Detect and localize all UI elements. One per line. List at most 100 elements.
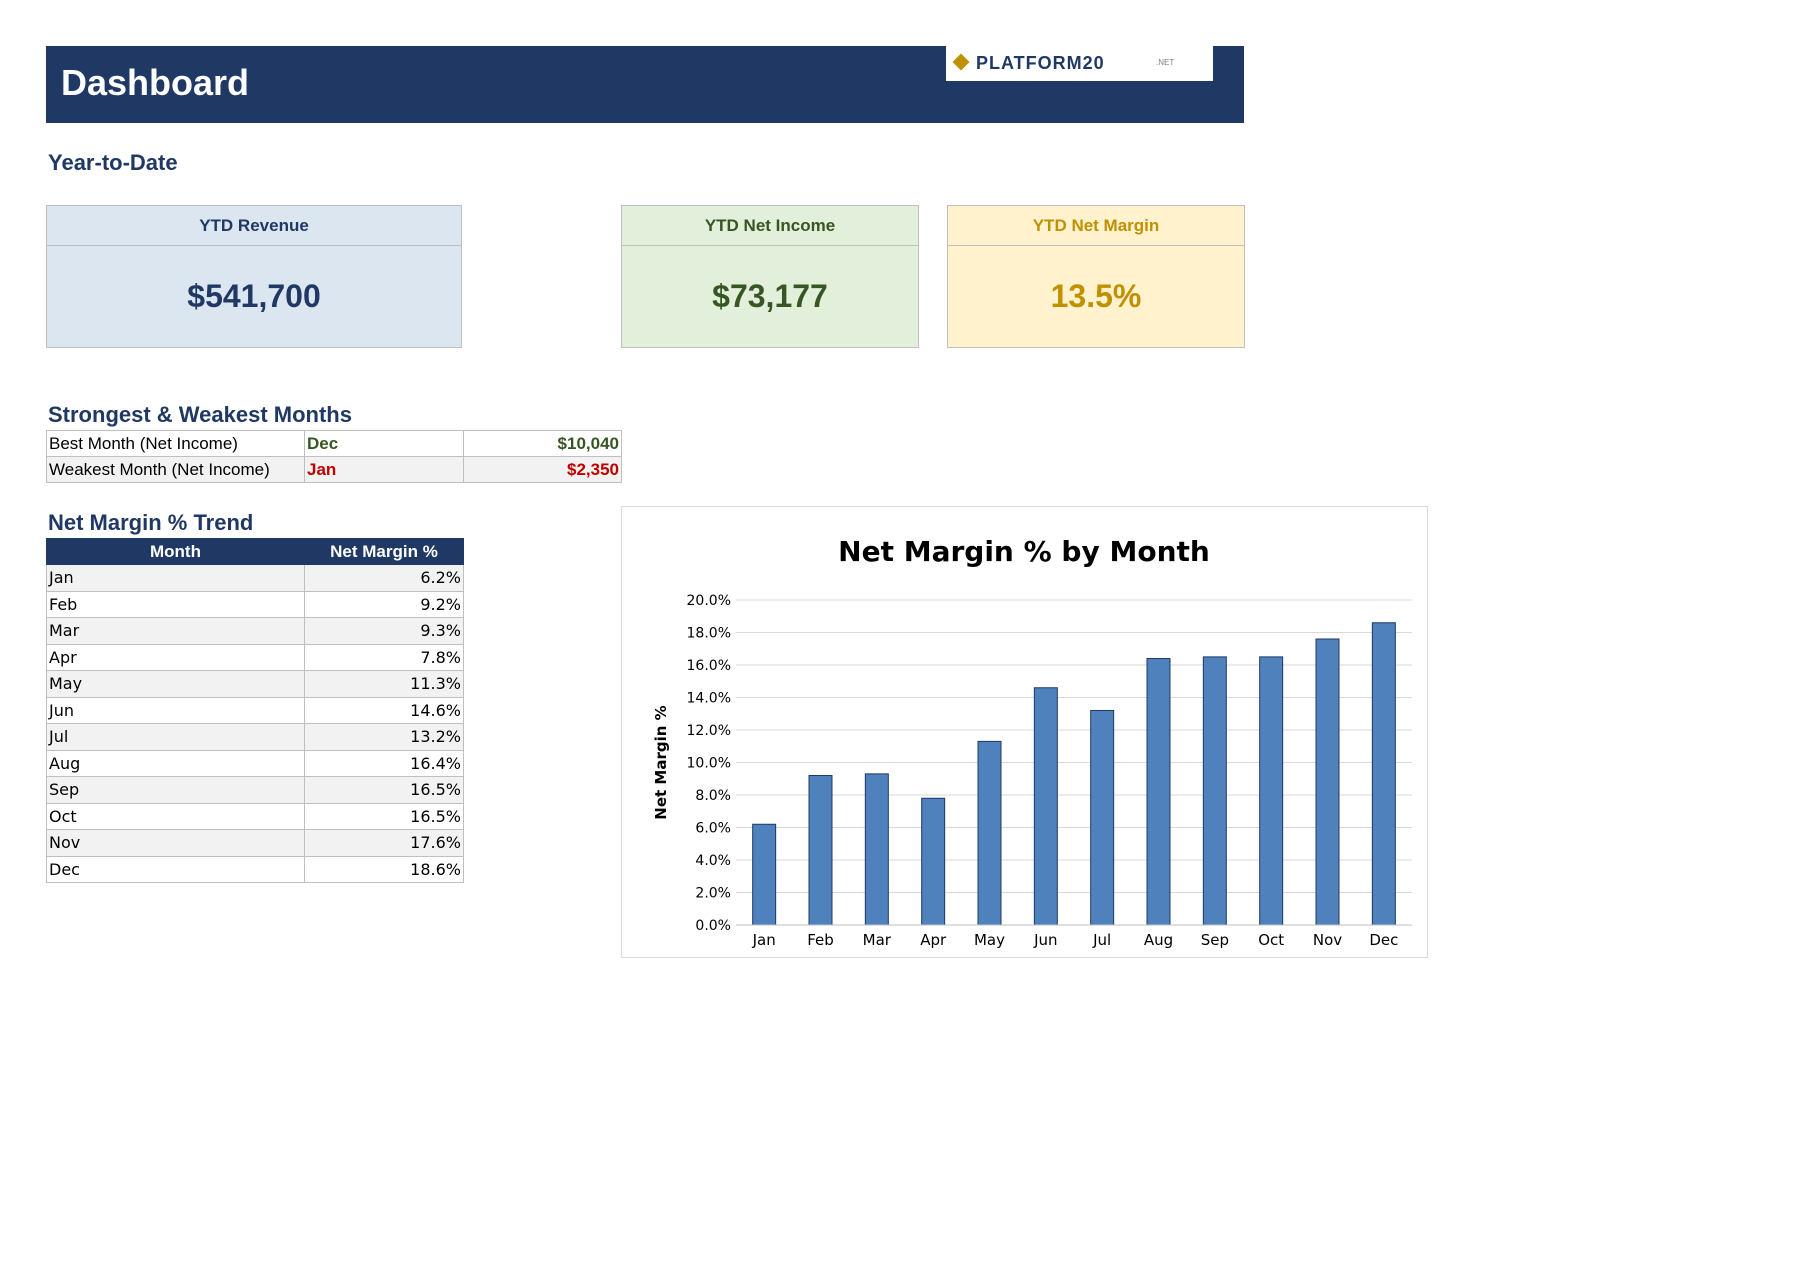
weakest-month-row: Weakest Month (Net Income) Jan $2,350 [46,456,622,483]
y-tick-label: 8.0% [695,788,731,804]
table-row: Jun 14.6% [46,696,464,724]
net-margin-cell: 7.8% [304,643,464,671]
strong-weak-section-title: Strongest & Weakest Months [48,402,352,427]
trend-section-title: Net Margin % Trend [48,510,254,535]
x-tick-label: Oct [1258,931,1284,949]
kpi-value: $73,177 [712,277,828,314]
logo-suffix: .NET [1156,58,1175,67]
bar-sep [1202,656,1227,926]
y-tick-label: 14.0% [687,691,731,707]
x-tick-label: Jun [1033,931,1057,949]
net-margin-cell: 9.2% [304,590,464,618]
month-cell: Mar [46,617,305,645]
table-row: Mar 9.3% [46,617,464,645]
net-margin-cell: 18.6% [304,855,464,883]
month-cell: Feb [46,590,305,618]
row-label: Best Month (Net Income) [46,430,305,457]
month-cell: Dec [46,855,305,883]
x-tick-label: Mar [863,931,892,949]
bar-oct [1259,656,1284,926]
table-header-row: Month Net Margin % [46,538,464,565]
kpi-value: 13.5% [1050,277,1142,314]
y-tick-label: 2.0% [695,886,731,902]
kpi-label: YTD Net Income [622,206,918,246]
bar-may [977,740,1002,926]
x-tick-label: Dec [1369,931,1398,949]
row-label: Weakest Month (Net Income) [46,456,305,483]
logo: PLATFORM20 .NET [946,46,1213,81]
chart-canvas: Net Margin % by Month 0.0% 2.0% 4.0% 6.0% 8.0… [652,535,1412,949]
table-row: Jul 13.2% [46,723,464,751]
table-row: Aug 16.4% [46,749,464,777]
column-header-month: Month [46,538,305,565]
table-row: Feb 9.2% [46,590,464,618]
weakest-month-name: Jan [304,456,464,483]
kpi-card-net-income: YTD Net Income $73,177 [621,205,919,348]
month-cell: Aug [46,749,305,777]
diamond-icon [952,53,970,71]
kpi-label: YTD Net Margin [948,206,1244,246]
bar-aug [1146,658,1171,926]
x-tick-label: Apr [920,931,947,949]
net-margin-cell: 6.2% [304,564,464,592]
y-tick-label: 16.0% [687,658,731,674]
logo-text: PLATFORM20 [976,53,1105,73]
x-tick-label: Aug [1144,931,1173,949]
column-header-net-margin: Net Margin % [304,538,464,565]
bar-mar [864,773,889,926]
net-margin-trend-table: Month Net Margin % Jan 6.2% Feb 9.2% Mar 9.3%… [46,538,464,883]
table-row: May 11.3% [46,670,464,698]
month-cell: May [46,670,305,698]
bar-apr [921,797,946,926]
x-tick-label: Sep [1201,931,1229,949]
y-tick-label: 0.0% [695,918,731,934]
net-margin-cell: 11.3% [304,670,464,698]
table-row: Jan 6.2% [46,564,464,592]
y-tick-label: 6.0% [695,821,731,837]
kpi-card-net-margin: YTD Net Margin 13.5% [947,205,1245,348]
best-month-row: Best Month (Net Income) Dec $10,040 [46,430,622,457]
x-tick-label: Nov [1313,931,1342,949]
y-tick-label: 12.0% [687,723,731,739]
x-tick-label: Jan [752,931,776,949]
month-cell: Sep [46,776,305,804]
net-margin-cell: 17.6% [304,829,464,857]
bar-jan [752,823,777,926]
y-axis-label: Net Margin % [652,705,670,819]
page-title: Dashboard [61,62,250,103]
strong-weak-table: Best Month (Net Income) Dec $10,040 Weak… [46,430,622,483]
table-row: Sep 16.5% [46,776,464,804]
net-margin-cell: 14.6% [304,696,464,724]
y-tick-label: 4.0% [695,853,731,869]
table-row: Oct 16.5% [46,802,464,830]
x-tick-label: Jul [1092,931,1111,949]
y-tick-label: 10.0% [687,756,731,772]
net-margin-cell: 16.5% [304,802,464,830]
month-cell: Jan [46,564,305,592]
table-row: Dec 18.6% [46,855,464,883]
chart-title: Net Margin % by Month [838,535,1210,568]
kpi-card-revenue: YTD Revenue $541,700 [46,205,462,348]
table-row: Nov 17.6% [46,829,464,857]
weakest-month-value: $2,350 [463,456,622,483]
y-tick-label: 18.0% [687,626,731,642]
net-margin-cell: 9.3% [304,617,464,645]
net-margin-cell: 16.5% [304,776,464,804]
bar-jul [1090,710,1115,926]
month-cell: Apr [46,643,305,671]
kpi-value: $541,700 [187,277,321,314]
month-cell: Jul [46,723,305,751]
best-month-value: $10,040 [463,430,622,457]
y-tick-label: 20.0% [687,593,731,609]
bar-feb [808,775,833,926]
x-tick-label: May [974,931,1005,949]
dashboard-header: Dashboard PLATFORM20 .NET [46,46,1244,123]
x-tick-label: Feb [807,931,834,949]
ytd-section-title: Year-to-Date [48,150,178,175]
bar-jun [1033,687,1058,926]
bar-dec [1371,622,1396,926]
table-row: Apr 7.8% [46,643,464,671]
best-month-name: Dec [304,430,464,457]
month-cell: Nov [46,829,305,857]
month-cell: Jun [46,696,305,724]
